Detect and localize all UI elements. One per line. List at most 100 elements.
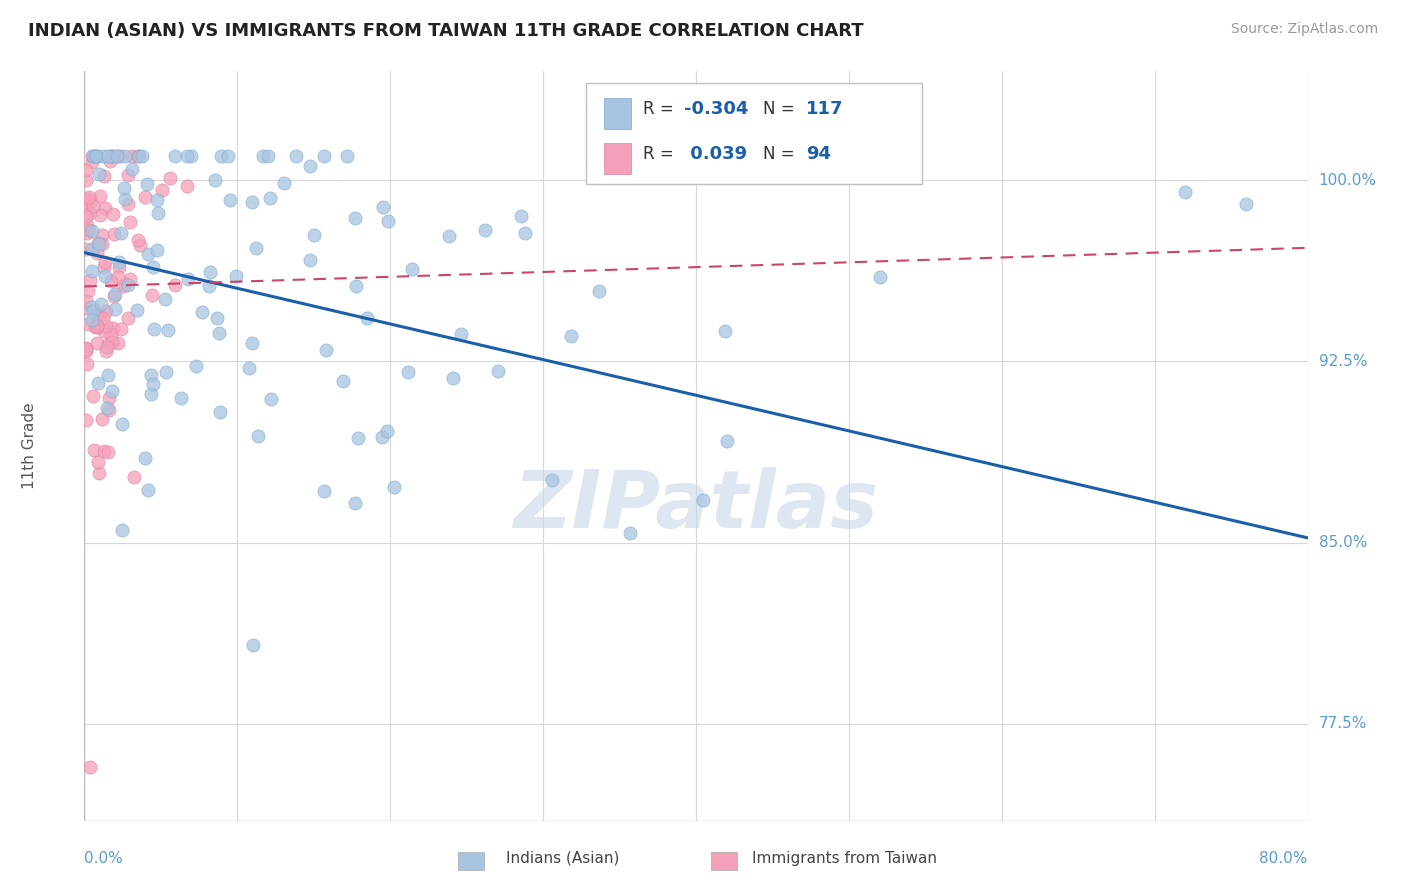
Point	[96, 340, 118, 354]
Point	[142, 322, 165, 336]
Point	[190, 305, 212, 319]
Point	[89, 208, 111, 222]
Text: 94: 94	[806, 145, 831, 162]
Point	[198, 265, 221, 279]
Point	[80, 264, 103, 278]
Point	[107, 270, 129, 285]
Point	[83, 443, 105, 458]
Point	[76, 284, 98, 298]
Point	[75, 301, 97, 316]
Point	[273, 176, 295, 190]
Text: 85.0%: 85.0%	[1319, 535, 1367, 550]
Point	[75, 413, 97, 427]
Point	[142, 376, 165, 391]
Point	[240, 195, 263, 210]
Point	[100, 149, 122, 163]
Text: 117: 117	[806, 100, 844, 118]
Text: R =: R =	[644, 100, 679, 118]
Point	[121, 149, 143, 163]
Point	[714, 324, 737, 338]
Point	[450, 326, 472, 341]
Point	[117, 311, 139, 326]
Point	[127, 233, 149, 247]
Point	[91, 310, 114, 325]
Point	[117, 168, 139, 182]
Text: R =: R =	[644, 145, 679, 162]
Point	[139, 368, 162, 382]
Point	[75, 341, 97, 355]
Text: 77.5%: 77.5%	[1319, 716, 1367, 731]
Point	[375, 424, 398, 438]
Point	[86, 149, 108, 163]
Point	[142, 260, 165, 275]
Point	[1236, 197, 1258, 211]
Point	[225, 268, 247, 283]
Point	[87, 376, 110, 390]
Point	[145, 243, 167, 257]
Point	[163, 149, 186, 163]
Point	[439, 228, 461, 243]
Point	[91, 149, 114, 163]
Point	[94, 303, 117, 318]
Point	[117, 197, 139, 211]
Point	[84, 149, 107, 163]
Point	[205, 311, 228, 326]
Point	[344, 211, 367, 226]
Point	[75, 342, 97, 356]
Point	[120, 272, 142, 286]
Point	[170, 392, 193, 406]
Point	[134, 451, 156, 466]
Point	[356, 311, 378, 326]
Point	[89, 188, 111, 202]
Point	[111, 417, 134, 431]
Point	[242, 638, 264, 652]
Point	[588, 284, 610, 298]
Point	[75, 172, 97, 186]
Point	[486, 364, 509, 378]
Point	[96, 318, 118, 333]
Point	[112, 181, 135, 195]
Point	[91, 237, 114, 252]
Point	[441, 371, 464, 385]
Point	[1174, 185, 1197, 199]
Point	[117, 277, 139, 292]
Point	[184, 359, 207, 374]
Point	[114, 149, 136, 163]
Point	[155, 292, 177, 306]
Point	[80, 313, 103, 327]
Point	[136, 177, 159, 191]
Point	[125, 303, 148, 318]
Point	[344, 279, 367, 293]
Point	[75, 209, 97, 223]
Point	[76, 226, 98, 240]
Text: 80.0%: 80.0%	[1260, 851, 1308, 866]
Point	[101, 149, 124, 163]
Point	[692, 493, 714, 508]
Point	[93, 255, 115, 269]
Point	[97, 445, 120, 459]
Point	[104, 287, 127, 301]
Point	[245, 241, 267, 255]
Point	[177, 272, 200, 286]
Point	[93, 260, 115, 274]
Point	[75, 343, 97, 358]
Point	[208, 326, 231, 340]
Point	[136, 483, 159, 497]
Text: -0.304: -0.304	[683, 100, 748, 118]
Point	[97, 336, 120, 351]
Point	[77, 189, 100, 203]
Point	[474, 222, 496, 236]
Point	[76, 192, 98, 206]
Point	[97, 149, 120, 163]
Point	[75, 162, 97, 177]
Point	[114, 192, 136, 206]
Point	[209, 405, 232, 419]
Text: Immigrants from Taiwan: Immigrants from Taiwan	[752, 851, 938, 865]
Point	[541, 473, 564, 487]
Text: 0.0%: 0.0%	[84, 851, 124, 866]
Point	[94, 344, 117, 359]
Point	[302, 227, 325, 242]
Point	[90, 228, 112, 243]
Point	[163, 278, 186, 293]
Point	[90, 297, 112, 311]
